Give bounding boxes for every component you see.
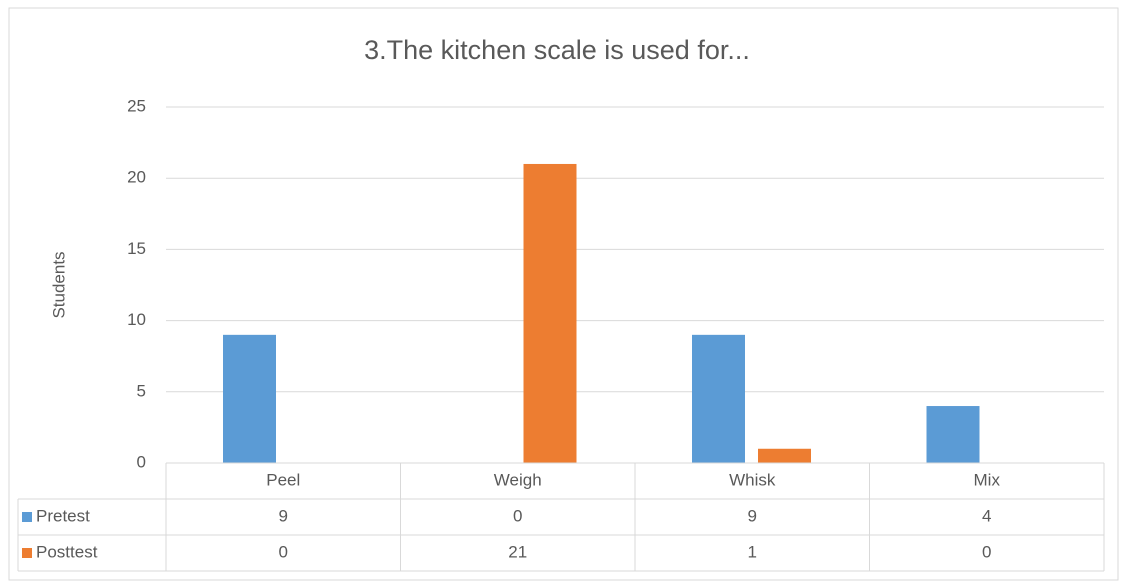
table-value: 9 <box>748 506 757 525</box>
table-value: 1 <box>748 542 757 561</box>
bar <box>223 334 276 463</box>
legend-swatch <box>22 548 32 558</box>
chart-title: 3.The kitchen scale is used for... <box>364 35 750 65</box>
legend-swatch <box>22 512 32 522</box>
x-tick-label: Mix <box>974 470 1001 489</box>
table-value: 0 <box>982 542 991 561</box>
table-value: 9 <box>279 506 288 525</box>
legend-label: Posttest <box>36 542 98 561</box>
legend-label: Pretest <box>36 506 90 525</box>
y-tick-label: 15 <box>127 239 146 258</box>
bar <box>758 448 811 463</box>
y-tick-label: 20 <box>127 168 146 187</box>
bar <box>692 334 745 463</box>
table-value: 21 <box>508 542 527 561</box>
y-axis-label: Students <box>49 251 68 318</box>
x-tick-label: Peel <box>266 470 300 489</box>
table-value: 0 <box>513 506 522 525</box>
y-tick-label: 0 <box>137 452 146 471</box>
table-value: 0 <box>279 542 288 561</box>
y-tick-label: 25 <box>127 96 146 115</box>
y-tick-label: 5 <box>137 381 146 400</box>
table-value: 4 <box>982 506 991 525</box>
x-tick-label: Whisk <box>729 470 776 489</box>
x-tick-label: Weigh <box>494 470 542 489</box>
y-tick-label: 10 <box>127 310 146 329</box>
bar <box>926 406 980 463</box>
bar <box>523 163 577 463</box>
